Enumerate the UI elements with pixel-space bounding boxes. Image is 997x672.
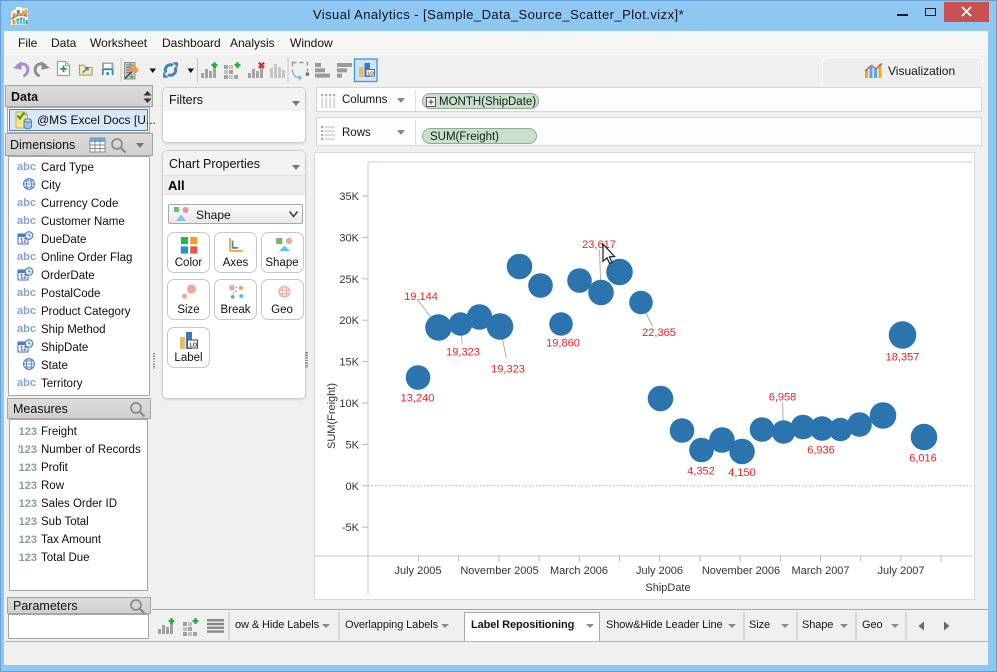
svg-text:6,958: 6,958 bbox=[769, 392, 797, 404]
svg-text:Product Category: Product Category bbox=[41, 306, 131, 318]
svg-text:-5K: -5K bbox=[342, 522, 360, 534]
svg-text:July 2007: July 2007 bbox=[877, 565, 924, 577]
svg-text:19,860: 19,860 bbox=[546, 338, 580, 350]
svg-text:abc: abc bbox=[17, 287, 36, 299]
svg-text:Currency Code: Currency Code bbox=[41, 198, 118, 210]
svg-text:10K: 10K bbox=[339, 398, 359, 410]
svg-text:Visualization: Visualization bbox=[888, 64, 955, 78]
svg-text:Profit: Profit bbox=[41, 462, 69, 474]
svg-text:abc: abc bbox=[17, 305, 36, 317]
svg-text:November 2006: November 2006 bbox=[702, 565, 780, 577]
svg-text:0K: 0K bbox=[346, 481, 360, 493]
svg-text:LO: LO bbox=[368, 71, 375, 76]
svg-text:f: f bbox=[18, 443, 22, 452]
svg-text:23,617: 23,617 bbox=[582, 239, 616, 251]
svg-text:4,150: 4,150 bbox=[728, 467, 756, 479]
svg-text:March 2006: March 2006 bbox=[550, 565, 608, 577]
svg-text:18,357: 18,357 bbox=[886, 352, 920, 364]
svg-text:OrderDate: OrderDate bbox=[41, 270, 95, 282]
svg-text:25K: 25K bbox=[339, 274, 359, 286]
svg-text:Card Type: Card Type bbox=[41, 162, 94, 174]
svg-text:LO: LO bbox=[190, 342, 198, 348]
svg-text:30K: 30K bbox=[339, 232, 359, 244]
svg-text:Number of Records: Number of Records bbox=[41, 444, 141, 456]
svg-text:13,240: 13,240 bbox=[401, 393, 435, 405]
svg-text:15K: 15K bbox=[339, 357, 359, 369]
svg-text:Online Order Flag: Online Order Flag bbox=[41, 252, 132, 264]
svg-text:State: State bbox=[41, 360, 68, 372]
svg-text:123: 123 bbox=[19, 552, 37, 564]
svg-text:Total Due: Total Due bbox=[41, 552, 90, 564]
svg-text:ShipDate: ShipDate bbox=[645, 582, 690, 594]
svg-text:abc: abc bbox=[17, 215, 36, 227]
svg-text:123: 123 bbox=[19, 444, 37, 456]
svg-text:Freight: Freight bbox=[41, 426, 78, 438]
svg-text:123: 123 bbox=[19, 480, 37, 492]
svg-text:July 2005: July 2005 bbox=[394, 565, 441, 577]
svg-text:123: 123 bbox=[19, 516, 37, 528]
svg-text:Customer Name: Customer Name bbox=[41, 216, 125, 228]
svg-text:123: 123 bbox=[19, 534, 37, 546]
svg-text:123: 123 bbox=[19, 426, 37, 438]
svg-text:abc: abc bbox=[17, 197, 36, 209]
svg-text:Sales Order ID: Sales Order ID bbox=[41, 498, 117, 510]
svg-text:PostalCode: PostalCode bbox=[41, 288, 100, 300]
svg-text:Ship Method: Ship Method bbox=[41, 324, 106, 336]
svg-text:abc: abc bbox=[17, 323, 36, 335]
svg-text:12: 12 bbox=[20, 274, 27, 280]
svg-text:Tax Amount: Tax Amount bbox=[41, 534, 102, 546]
svg-text:March 2007: March 2007 bbox=[791, 565, 849, 577]
svg-text:19,144: 19,144 bbox=[404, 291, 438, 303]
svg-text:Sub Total: Sub Total bbox=[41, 516, 89, 528]
svg-text:July 2006: July 2006 bbox=[636, 565, 683, 577]
svg-text:19,323: 19,323 bbox=[446, 347, 480, 359]
svg-text:4,352: 4,352 bbox=[687, 466, 715, 478]
svg-text:City: City bbox=[41, 180, 61, 192]
svg-text:35K: 35K bbox=[339, 191, 359, 203]
svg-text:ShipDate: ShipDate bbox=[41, 342, 88, 354]
svg-text:6,936: 6,936 bbox=[807, 445, 835, 457]
svg-text:November 2005: November 2005 bbox=[460, 565, 538, 577]
svg-text:22,365: 22,365 bbox=[642, 327, 676, 339]
svg-text:6,016: 6,016 bbox=[909, 453, 937, 465]
svg-text:abc: abc bbox=[17, 161, 36, 173]
svg-text:12: 12 bbox=[20, 238, 27, 244]
svg-text:123: 123 bbox=[19, 462, 37, 474]
svg-text:123: 123 bbox=[19, 498, 37, 510]
svg-text:Row: Row bbox=[41, 480, 65, 492]
svg-text:19,323: 19,323 bbox=[491, 364, 525, 376]
svg-text:abc: abc bbox=[17, 377, 36, 389]
svg-text:SUM(Freight): SUM(Freight) bbox=[326, 383, 338, 449]
svg-text:DueDate: DueDate bbox=[41, 234, 86, 246]
svg-text:12: 12 bbox=[20, 346, 27, 352]
svg-text:5K: 5K bbox=[346, 439, 360, 451]
svg-text:abc: abc bbox=[17, 251, 36, 263]
svg-text:Territory: Territory bbox=[41, 378, 83, 390]
svg-text:20K: 20K bbox=[339, 315, 359, 327]
